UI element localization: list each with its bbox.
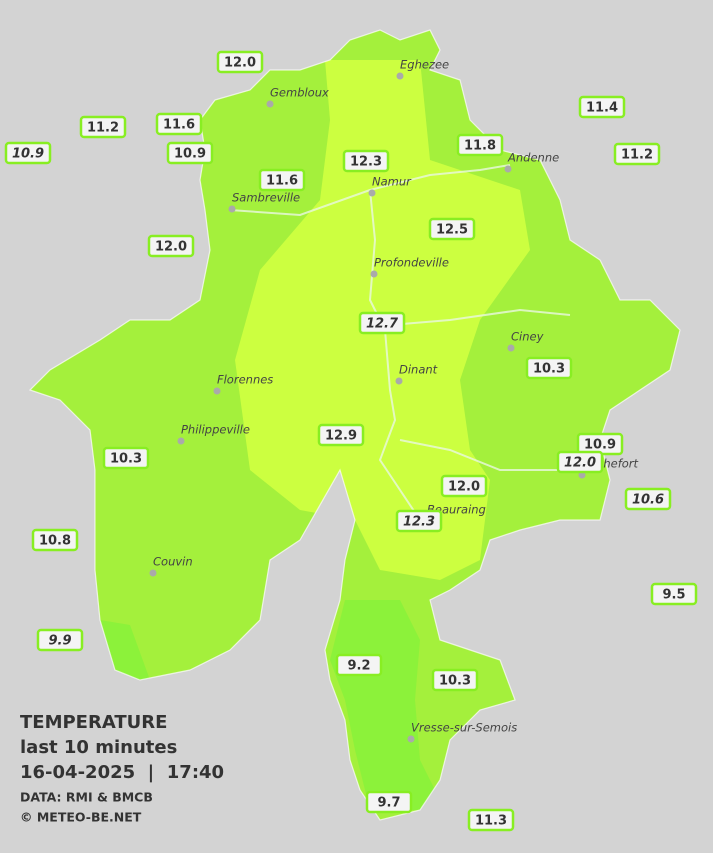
zone-cool: [330, 600, 435, 810]
city-label: Florennes: [217, 373, 273, 387]
legend-datetime: 16-04-2025 | 17:40: [20, 762, 224, 783]
station-box: [365, 790, 413, 814]
city-label: Ciney: [511, 330, 544, 344]
city-label: Eghezee: [400, 58, 449, 72]
city-dot: [396, 72, 404, 80]
station-box: [166, 141, 214, 165]
river: [229, 164, 571, 521]
city-dot: [370, 270, 378, 278]
station-value: 12.0: [448, 480, 480, 495]
legend-title: TEMPERATURE: [20, 712, 167, 733]
station-box: [31, 528, 79, 552]
station-box: [556, 450, 604, 474]
station-box: [147, 234, 195, 258]
station-value: 11.2: [621, 148, 653, 163]
city-dot: [395, 377, 403, 385]
station-value: 12.7: [366, 317, 399, 332]
station-box: [578, 95, 626, 119]
station-box: [456, 133, 504, 157]
station-value: 9.7: [377, 796, 400, 811]
station-box: [216, 50, 264, 74]
station-box: [358, 311, 406, 335]
station-box: [467, 808, 515, 832]
city-label: Vresse-sur-Semois: [411, 721, 517, 735]
station-value: 9.9: [48, 634, 71, 649]
station-value: 10.9: [12, 147, 44, 162]
station-value: 12.3: [403, 515, 435, 530]
city-label: Philippeville: [181, 423, 250, 437]
station-box: [431, 668, 479, 692]
city-dot: [149, 569, 157, 577]
city-label: Namur: [372, 175, 412, 189]
station-box: [258, 168, 306, 192]
station-value: 11.8: [464, 139, 496, 154]
city-label: Profondeville: [374, 256, 449, 270]
station-box: [335, 653, 383, 677]
city-label: Couvin: [153, 555, 193, 569]
station-value: 12.3: [350, 155, 382, 170]
station-box: [440, 474, 488, 498]
station-value: 11.6: [163, 118, 195, 133]
station-value: 10.3: [439, 674, 471, 689]
legend-copyright: © METEO-BE.NET: [20, 810, 142, 825]
station-value: 12.0: [224, 56, 256, 71]
city-dot: [266, 100, 274, 108]
city-label: Sambreville: [232, 191, 300, 205]
station-box: [79, 115, 127, 139]
station-value: 12.0: [155, 240, 187, 255]
station-value: 11.2: [87, 121, 119, 136]
city-dot: [504, 165, 512, 173]
station-box: [613, 142, 661, 166]
city-label: Gembloux: [270, 86, 329, 100]
station-box: [342, 149, 390, 173]
city-dot: [213, 387, 221, 395]
station-value: 10.9: [584, 438, 616, 453]
station-value: 9.2: [347, 659, 370, 674]
station-box: [428, 217, 476, 241]
station-value: 11.6: [266, 174, 298, 189]
city-dot: [228, 205, 236, 213]
station-value: 12.9: [325, 429, 357, 444]
city-dot: [177, 437, 185, 445]
station-box: [525, 356, 573, 380]
station-box: [624, 487, 672, 511]
city-label: Dinant: [399, 363, 438, 377]
city-dot: [407, 735, 415, 743]
station-value: 10.9: [174, 147, 206, 162]
station-box: [102, 446, 150, 470]
station-value: 12.5: [436, 223, 468, 238]
station-value: 10.6: [632, 493, 664, 508]
legend-source: DATA: RMI & BMCB: [20, 790, 153, 805]
city-dot: [507, 344, 515, 352]
city-label: Andenne: [507, 151, 559, 165]
station-box: [36, 628, 84, 652]
legend-period: last 10 minutes: [20, 737, 177, 758]
station-box: [155, 112, 203, 136]
station-value: 10.3: [533, 362, 565, 377]
station-value: 11.4: [586, 101, 618, 116]
station-box: [395, 509, 443, 533]
station-box: [4, 141, 52, 165]
station-value: 12.0: [564, 456, 596, 471]
station-value: 10.3: [110, 452, 142, 467]
station-value: 11.3: [475, 814, 507, 829]
station-value: 10.8: [39, 534, 71, 549]
station-value: 9.5: [662, 588, 685, 603]
station-box: [317, 423, 365, 447]
city-dot: [368, 189, 376, 197]
station-box: [650, 582, 698, 606]
